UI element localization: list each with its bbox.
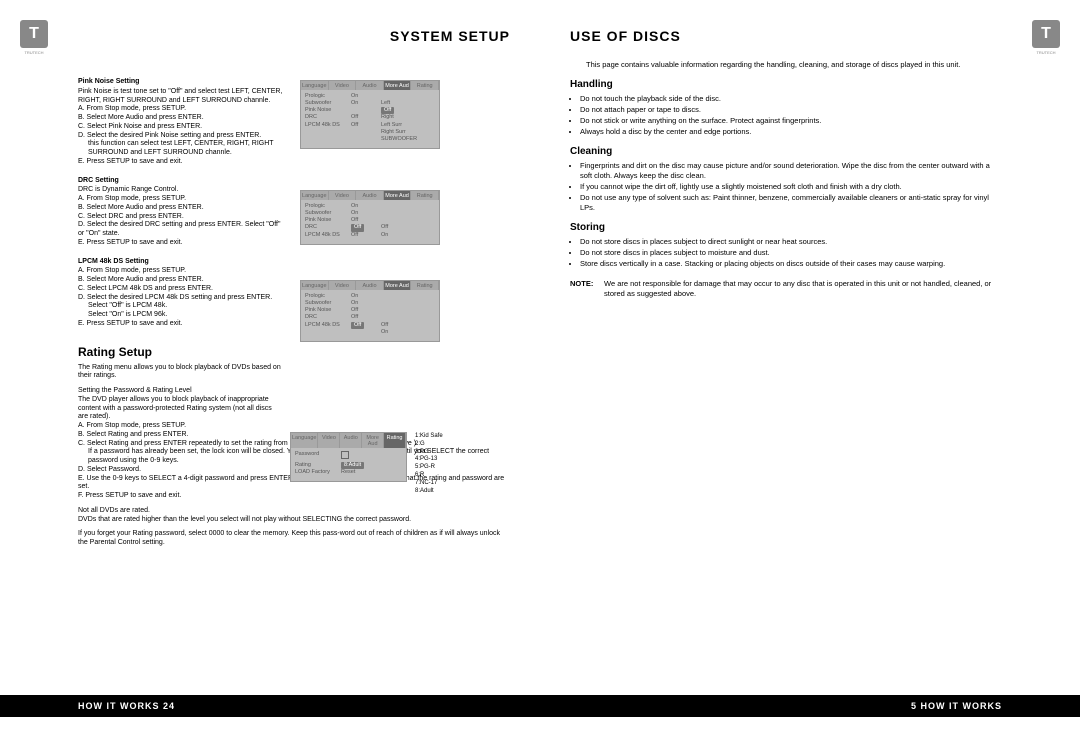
handling-list: Do not touch the playback side of the di… — [570, 94, 1002, 138]
menu-screenshot-drc: LanguageVideoAudioMore AudRatingPrologic… — [300, 190, 440, 245]
rating-heading: Rating Setup — [78, 345, 510, 360]
brand-sub-left: TRUTECH — [20, 50, 48, 55]
menu-screenshot-rating: LanguageVideoAudioMore AudRatingPassword… — [290, 432, 407, 482]
brand-sub-right: TRUTECH — [1032, 50, 1060, 55]
left-title: SYSTEM SETUP — [390, 28, 510, 44]
cleaning-list: Fingerprints and dirt on the disc may ca… — [570, 161, 1002, 214]
footer-left: HOW IT WORKS 24 — [0, 695, 540, 717]
footer-right: 5 HOW IT WORKS — [540, 695, 1080, 717]
brand-logo-left: T — [20, 20, 48, 48]
note-block: NOTE: We are not responsible for damage … — [570, 279, 1002, 299]
left-page: T TRUTECH SYSTEM SETUP Pink Noise Settin… — [0, 0, 540, 732]
menu-screenshot-lpcm: LanguageVideoAudioMore AudRatingPrologic… — [300, 280, 440, 342]
right-content: This page contains valuable information … — [570, 60, 1002, 299]
cleaning-heading: Cleaning — [570, 145, 1002, 159]
menu-screenshot-pinknoise: LanguageVideoAudioMore AudRatingPrologic… — [300, 80, 440, 149]
storing-heading: Storing — [570, 221, 1002, 235]
right-page: T TRUTECH USE OF DISCS This page contain… — [540, 0, 1080, 732]
lpcm-heading: LPCM 48k DS Setting — [78, 258, 283, 267]
rating-legend: 1:Kid Safe 2:G 3:PG 4:PG-13 5:PG-R 6:R 7… — [415, 433, 443, 495]
handling-heading: Handling — [570, 78, 1002, 92]
storing-list: Do not store discs in places subject to … — [570, 237, 1002, 269]
drc-heading: DRC Setting — [78, 177, 283, 186]
brand-logo-right: T — [1032, 20, 1060, 48]
pink-noise-heading: Pink Noise Setting — [78, 78, 283, 87]
right-title: USE OF DISCS — [570, 28, 681, 44]
